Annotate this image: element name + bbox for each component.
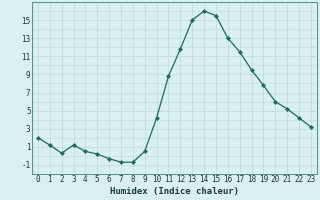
X-axis label: Humidex (Indice chaleur): Humidex (Indice chaleur) <box>110 187 239 196</box>
